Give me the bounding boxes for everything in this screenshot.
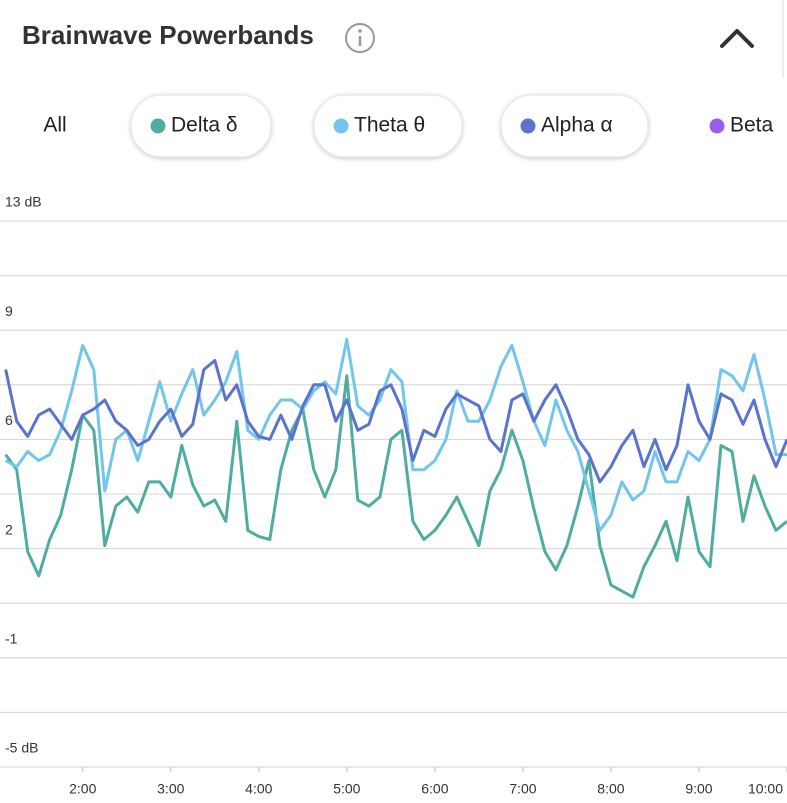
tab-all[interactable]: All [43,114,66,137]
series-line [4,374,787,599]
chip-background [500,94,649,158]
x-tick-label: 10:00 [748,781,783,797]
chart-title: Brainwave Powerbands [22,20,314,50]
x-tick-label: 5:00 [333,781,360,797]
y-tick-label: -5 dB [5,740,38,756]
y-tick-label: 9 [5,303,13,319]
chip-background [130,94,272,158]
collapse-button[interactable] [720,29,754,48]
x-axis: 2:00 3:00 4:00 5:00 6:00 7:00 8:00 9:00 10:00 [69,767,787,797]
x-tick-label: 2:00 [69,781,96,797]
y-tick-label: 6 [5,412,13,428]
series-chip[interactable]: Delta δ [130,94,272,158]
x-tick-label: 9:00 [685,781,712,797]
grid: 13 dB 9 6 2 -1 -5 dB [0,194,787,768]
series-chip[interactable]: Theta θ [313,94,463,158]
lines [4,337,787,599]
chip-background [313,94,463,158]
legend-label: Alpha α [541,114,613,137]
legend-swatch [709,118,725,134]
tab-beta[interactable]: Beta [709,114,774,137]
legend-swatch [520,118,536,134]
x-tick-label: 8:00 [597,781,624,797]
x-tick-label: 7:00 [509,781,536,797]
x-tick-label: 6:00 [421,781,448,797]
series-line [4,359,787,484]
legend-label: Delta δ [171,114,238,137]
x-tick-label: 3:00 [157,781,184,797]
y-tick-label: 13 dB [5,194,42,210]
y-tick-label: -1 [5,631,18,647]
series-line [4,337,787,532]
legend-swatch [150,118,166,134]
x-tick-label: 4:00 [245,781,272,797]
series-chip[interactable]: Alpha α [500,94,649,158]
legend-label: Beta [730,114,774,137]
filter-tabs: All Delta δ Theta θ Alpha α Beta [43,94,774,158]
legend-label: Theta θ [354,114,425,137]
info-button[interactable] [345,23,375,53]
legend-swatch [333,118,349,134]
y-tick-label: 2 [5,521,13,537]
